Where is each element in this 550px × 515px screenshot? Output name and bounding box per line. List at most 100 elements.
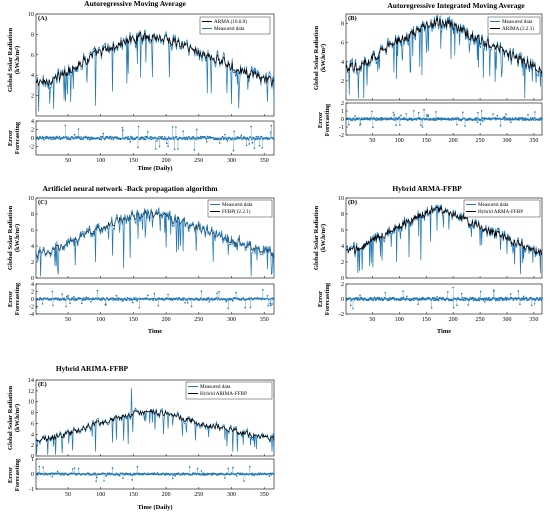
error-point xyxy=(148,137,151,140)
error-point xyxy=(128,297,130,300)
error-point xyxy=(252,137,255,140)
error-point xyxy=(63,136,66,139)
error-point xyxy=(59,299,61,301)
error-y-tick-label: 4 xyxy=(31,119,34,125)
error-point xyxy=(51,290,54,293)
error-point xyxy=(73,472,75,475)
error-point xyxy=(226,299,228,301)
error-point xyxy=(354,115,356,117)
error-point xyxy=(114,299,117,301)
error-point xyxy=(260,135,263,138)
error-point xyxy=(167,145,169,148)
series-model-line xyxy=(35,209,275,260)
error-point xyxy=(137,472,140,475)
error-point xyxy=(375,119,377,121)
error-point xyxy=(124,138,126,140)
y-tick-label: 6 xyxy=(31,421,34,427)
error-point xyxy=(111,136,114,138)
panel-label: (C) xyxy=(38,199,47,206)
error-point xyxy=(171,126,174,128)
error-point xyxy=(37,474,39,476)
error-point xyxy=(218,137,220,140)
error-point xyxy=(476,121,479,124)
error-point xyxy=(235,138,238,140)
error-point xyxy=(155,137,158,140)
error-point xyxy=(41,135,44,138)
error-point xyxy=(415,118,418,121)
error-point xyxy=(395,124,397,127)
error-point xyxy=(196,473,198,476)
error-point xyxy=(251,472,254,474)
error-point xyxy=(136,465,139,468)
error-point xyxy=(475,119,478,121)
y-tick-label: 0 xyxy=(341,276,344,282)
error-point xyxy=(248,143,250,145)
x-tick-label: 150 xyxy=(422,138,431,144)
error-point xyxy=(137,125,140,128)
y-tick-label: 4 xyxy=(341,244,344,250)
error-point xyxy=(352,307,354,310)
error-point xyxy=(457,117,460,120)
error-point xyxy=(164,299,166,301)
error-points xyxy=(35,124,275,152)
error-point xyxy=(369,118,372,121)
error-point xyxy=(58,137,60,140)
error-point xyxy=(192,136,195,138)
error-point xyxy=(195,297,197,299)
error-y-axis-label: ErrorForecasting xyxy=(7,458,21,491)
error-point xyxy=(184,301,186,304)
error-point xyxy=(197,138,199,140)
error-point xyxy=(239,473,241,476)
error-point xyxy=(218,142,221,144)
error-y-axis-label: ErrorForecasting xyxy=(7,121,21,154)
error-point xyxy=(218,290,220,293)
error-point xyxy=(174,136,177,138)
chart-panel-c: Artificiel neural network -Back propagat… xyxy=(7,184,275,335)
error-point xyxy=(209,136,211,138)
error-point xyxy=(269,472,272,475)
error-point xyxy=(273,138,275,141)
error-point xyxy=(122,477,124,480)
error-point xyxy=(499,117,501,120)
error-point xyxy=(266,297,268,300)
error-point xyxy=(448,117,450,120)
error-point xyxy=(401,296,403,299)
error-point xyxy=(81,299,84,301)
error-point xyxy=(60,298,63,301)
error-point xyxy=(181,473,184,476)
x-tick-label: 200 xyxy=(449,317,458,323)
error-point xyxy=(260,298,263,301)
error-point xyxy=(70,298,73,301)
error-point xyxy=(205,138,207,140)
error-point xyxy=(240,134,243,137)
error-point xyxy=(244,306,247,309)
error-point xyxy=(146,473,148,476)
panel-label: (A) xyxy=(38,15,47,22)
y-tick-label: 2 xyxy=(341,79,344,85)
error-point xyxy=(103,480,105,482)
x-tick-label: 300 xyxy=(227,492,236,498)
error-point xyxy=(505,113,507,115)
error-point xyxy=(152,299,154,301)
error-point xyxy=(90,300,92,303)
error-point xyxy=(406,295,408,298)
error-point xyxy=(349,297,352,300)
error-y-tick-label: -2 xyxy=(339,133,344,139)
error-point xyxy=(143,138,146,141)
y-axis-label: Global Solar Radiation(kW.h/m²) xyxy=(313,206,327,271)
y-tick-label: 0 xyxy=(31,276,34,282)
error-point xyxy=(462,296,464,299)
error-point xyxy=(231,138,233,141)
error-point xyxy=(84,297,86,299)
error-point xyxy=(232,466,234,469)
error-point xyxy=(366,117,369,119)
main-axes-frame xyxy=(345,13,543,101)
error-point xyxy=(58,298,60,300)
error-y-tick-label: 2 xyxy=(31,128,34,134)
error-point xyxy=(357,297,360,299)
error-point xyxy=(56,298,59,301)
error-point xyxy=(112,138,114,141)
error-point xyxy=(456,304,458,307)
